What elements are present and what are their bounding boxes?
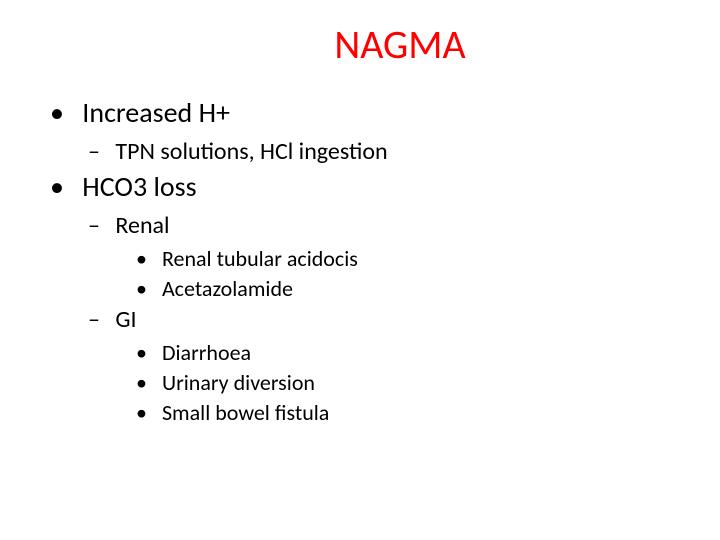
- bullet-text: Urinary diversion: [162, 369, 315, 396]
- bullet-text: Acetazolamide: [162, 275, 293, 302]
- list-item: Renal Renal tubular acidocis Acetazolami…: [88, 210, 690, 304]
- bullet-text: Renal: [115, 211, 169, 240]
- bullet-text: Diarrhoea: [162, 339, 251, 366]
- list-item: Small bowel fistula: [136, 398, 690, 428]
- bullet-text: Increased H+: [82, 95, 230, 130]
- list-item: Acetazolamide: [136, 274, 690, 304]
- bullet-list-level3: Renal tubular acidocis Acetazolamide: [136, 244, 690, 303]
- list-item: Diarrhoea: [136, 338, 690, 368]
- list-item: Renal tubular acidocis: [136, 244, 690, 274]
- bullet-text: Renal tubular acidocis: [162, 245, 358, 272]
- bullet-list-level3: Diarrhoea Urinary diversion Small bowel …: [136, 338, 690, 427]
- list-item: Urinary diversion: [136, 368, 690, 398]
- bullet-list-level2: Renal Renal tubular acidocis Acetazolami…: [88, 210, 690, 427]
- bullet-list-level2: TPN solutions, HCl ingestion: [88, 136, 690, 168]
- list-item: GI Diarrhoea Urinary diversion Small bow…: [88, 304, 690, 427]
- bullet-text: Small bowel fistula: [162, 399, 329, 426]
- bullet-text: TPN solutions, HCl ingestion: [115, 137, 387, 166]
- slide-container: NAGMA Increased H+ TPN solutions, HCl in…: [0, 0, 720, 447]
- bullet-text: GI: [115, 305, 136, 334]
- list-item: Increased H+ TPN solutions, HCl ingestio…: [50, 94, 690, 168]
- bullet-text: HCO3 loss: [82, 169, 196, 204]
- bullet-list-level1: Increased H+ TPN solutions, HCl ingestio…: [50, 94, 690, 427]
- list-item: HCO3 loss Renal Renal tubular acidocis A…: [50, 168, 690, 427]
- list-item: TPN solutions, HCl ingestion: [88, 136, 690, 168]
- slide-title: NAGMA: [30, 20, 690, 69]
